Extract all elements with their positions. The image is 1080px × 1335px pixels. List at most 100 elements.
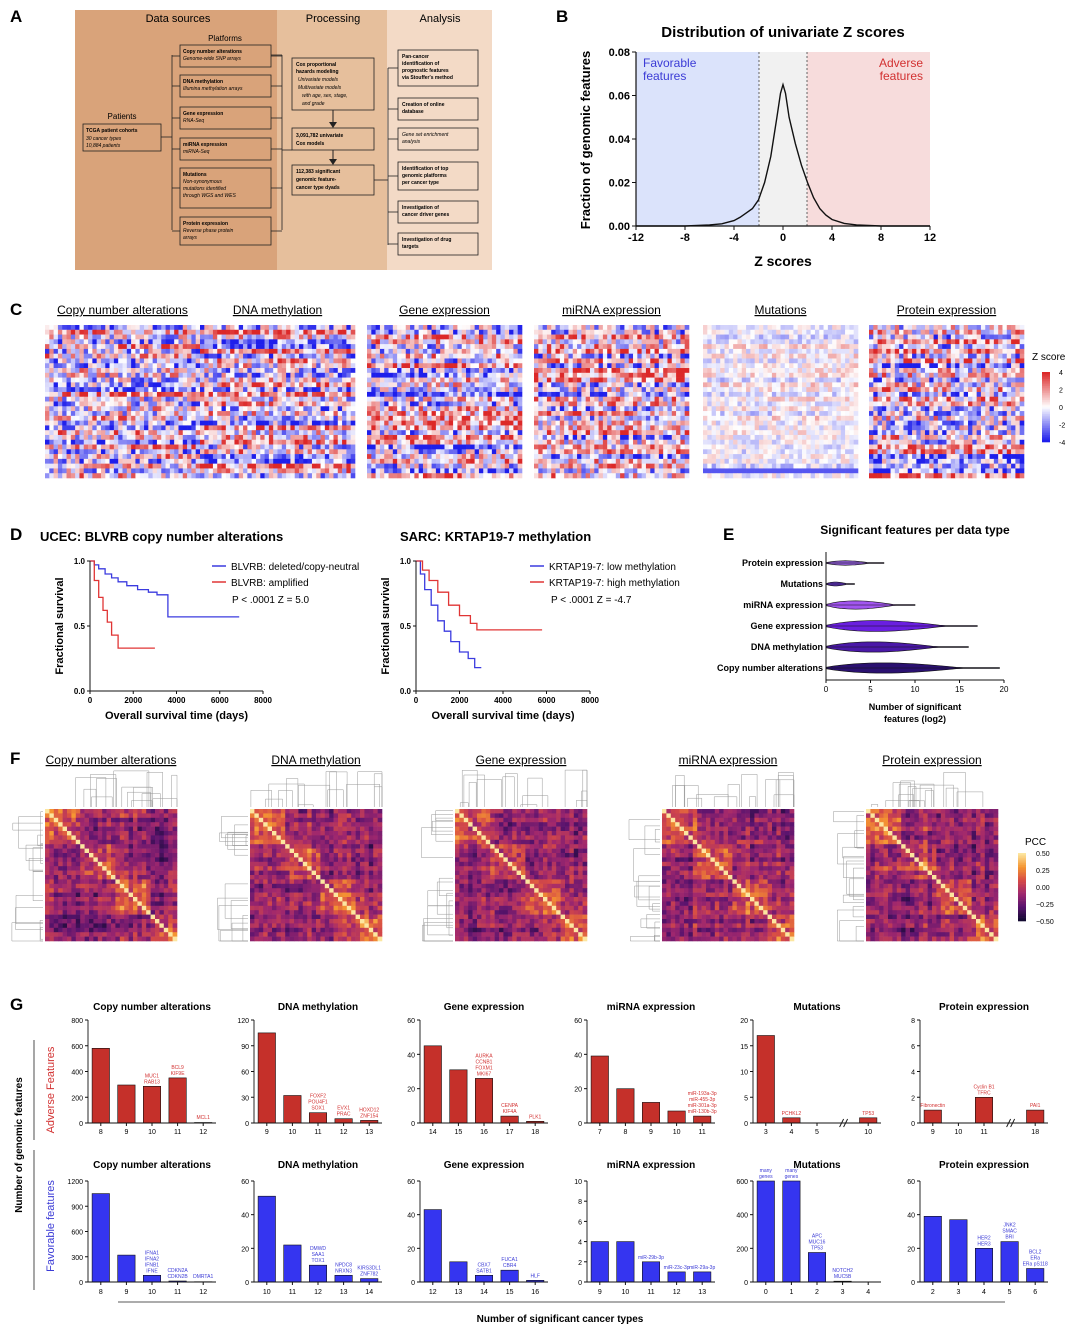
bar-annotation: PAI1 [1030,1103,1041,1109]
patients-line2: 10,884 patients [86,143,121,149]
y-tick-label: 600 [71,1044,83,1051]
svg-text:Univariate models: Univariate models [298,77,339,83]
panel-e: E Significant features per data type Pro… [717,523,1010,724]
y-tick-label: 0.0 [74,687,86,696]
x-tick-label: 11 [699,1129,706,1136]
heatmap [869,325,1024,478]
x-tick-label: 0 [414,696,419,705]
correlation-title: Copy number alterations [46,753,177,767]
heatmap [703,325,858,478]
favorable-label: features [643,69,686,83]
y-tick-label: 10 [740,1070,748,1077]
survival-xlabel: Overall survival time (days) [105,710,248,722]
y-tick-label: 0.04 [609,134,631,146]
correlation-title: Gene expression [476,753,567,767]
y-tick-label: 1.0 [400,557,412,566]
bar-chart-title: Protein expression [939,1002,1029,1013]
bar [284,1096,301,1124]
x-tick-label: 8000 [581,696,599,705]
bar-annotation: ERa pS118 [1023,1262,1048,1268]
x-tick-label: 5 [815,1129,819,1136]
analysis-line: prognostic features [402,68,449,74]
y-tick-label: 0 [744,1121,748,1128]
y-tick-label: 800 [71,1018,83,1025]
heatmap [45,325,200,478]
svg-text:Cox models: Cox models [296,141,325,147]
y-tick-label: 60 [907,1179,915,1186]
svg-text:genomic feature-: genomic feature- [296,177,337,183]
panel-letter-a: A [10,7,22,26]
platform-subtitle: mutations identified [183,186,226,192]
bar [258,1196,275,1282]
bar-annotation: KIF4A [503,1109,518,1115]
bar [668,1272,685,1282]
x-tick-label: 2 [815,1289,819,1296]
x-tick-label: 13 [455,1289,463,1296]
bar [450,1262,467,1282]
correlation-heatmap: Copy number alterations [12,753,177,941]
correlation-title: DNA methylation [271,753,360,767]
x-tick-label: 9 [931,1129,935,1136]
colorbar-tick-label: 4 [1059,370,1063,377]
bar [808,1253,825,1283]
analysis-line: Gene set enrichment [402,132,449,138]
analysis-line: via Stouffer's method [402,75,453,81]
bar-chart-title: Gene expression [444,1160,525,1171]
x-tick-label: 17 [506,1129,514,1136]
y-tick-label: 0.5 [400,622,412,631]
panel-letter-e: E [723,525,734,544]
y-tick-label: 5 [744,1095,748,1102]
x-tick-label: 4 [866,1289,870,1296]
bar-annotation: DMRTA1 [193,1274,213,1280]
x-tick-label: 4 [789,1129,793,1136]
bar [424,1046,441,1123]
bar [501,1270,518,1282]
y-tick-label: 60 [407,1018,415,1025]
svg-text:and grade: and grade [302,101,325,107]
correlation-heatmap: miRNA expression [629,753,794,941]
bar-annotation: TFRC [977,1090,991,1096]
bar [694,1116,711,1123]
x-tick-label: 6 [1033,1289,1037,1296]
platform-title: Gene expression [183,111,223,117]
x-tick-label: 10 [911,685,920,694]
y-tick-label: 8 [578,1199,582,1206]
y-tick-label: 120 [237,1018,249,1025]
y-tick-label: 0 [411,1280,415,1287]
survival-title: UCEC: BLVRB copy number alterations [40,529,283,544]
bar [950,1220,967,1282]
platform-subtitle: Reverse phase protein [183,228,234,234]
chart-b-title: Distribution of univariate Z scores [661,24,904,41]
y-tick-label: 0.0 [400,687,412,696]
chart-g-ylabel: Number of genomic features [14,1077,25,1213]
x-tick-label: 11 [314,1129,321,1136]
y-tick-label: 60 [241,1179,249,1186]
favorable-features-label: Favorable features [45,1180,57,1272]
heatmap [200,325,355,478]
panel-b: B Distribution of univariate Z scores Fa… [556,7,936,269]
y-tick-label: 20 [407,1246,415,1253]
dendrogram [871,772,983,807]
x-tick-label: 10 [622,1289,630,1296]
bar-chart-title: miRNA expression [607,1002,696,1013]
bar-annotation: miR-23c-3p [664,1265,690,1271]
bar [975,1097,992,1123]
x-tick-label: 13 [340,1289,348,1296]
x-tick-label: 0 [824,685,829,694]
y-tick-label: 20 [574,1087,582,1094]
y-tick-label: 0.06 [609,91,630,103]
y-tick-label: 40 [241,1213,249,1220]
bar-annotation: PRAC [337,1112,351,1118]
survival-title: SARC: KRTAP19-7 methylation [400,529,591,544]
bar [143,1086,160,1123]
chart-g-xlabel: Number of significant cancer types [477,1314,644,1325]
dendrogram [629,820,660,941]
bar [361,1279,378,1282]
colorbar-tick-label: 0.50 [1036,851,1050,858]
bar-annotation: CDKN2B [167,1274,188,1280]
favorable-label: Favorable [643,56,697,70]
correlation-title: Protein expression [882,753,981,767]
